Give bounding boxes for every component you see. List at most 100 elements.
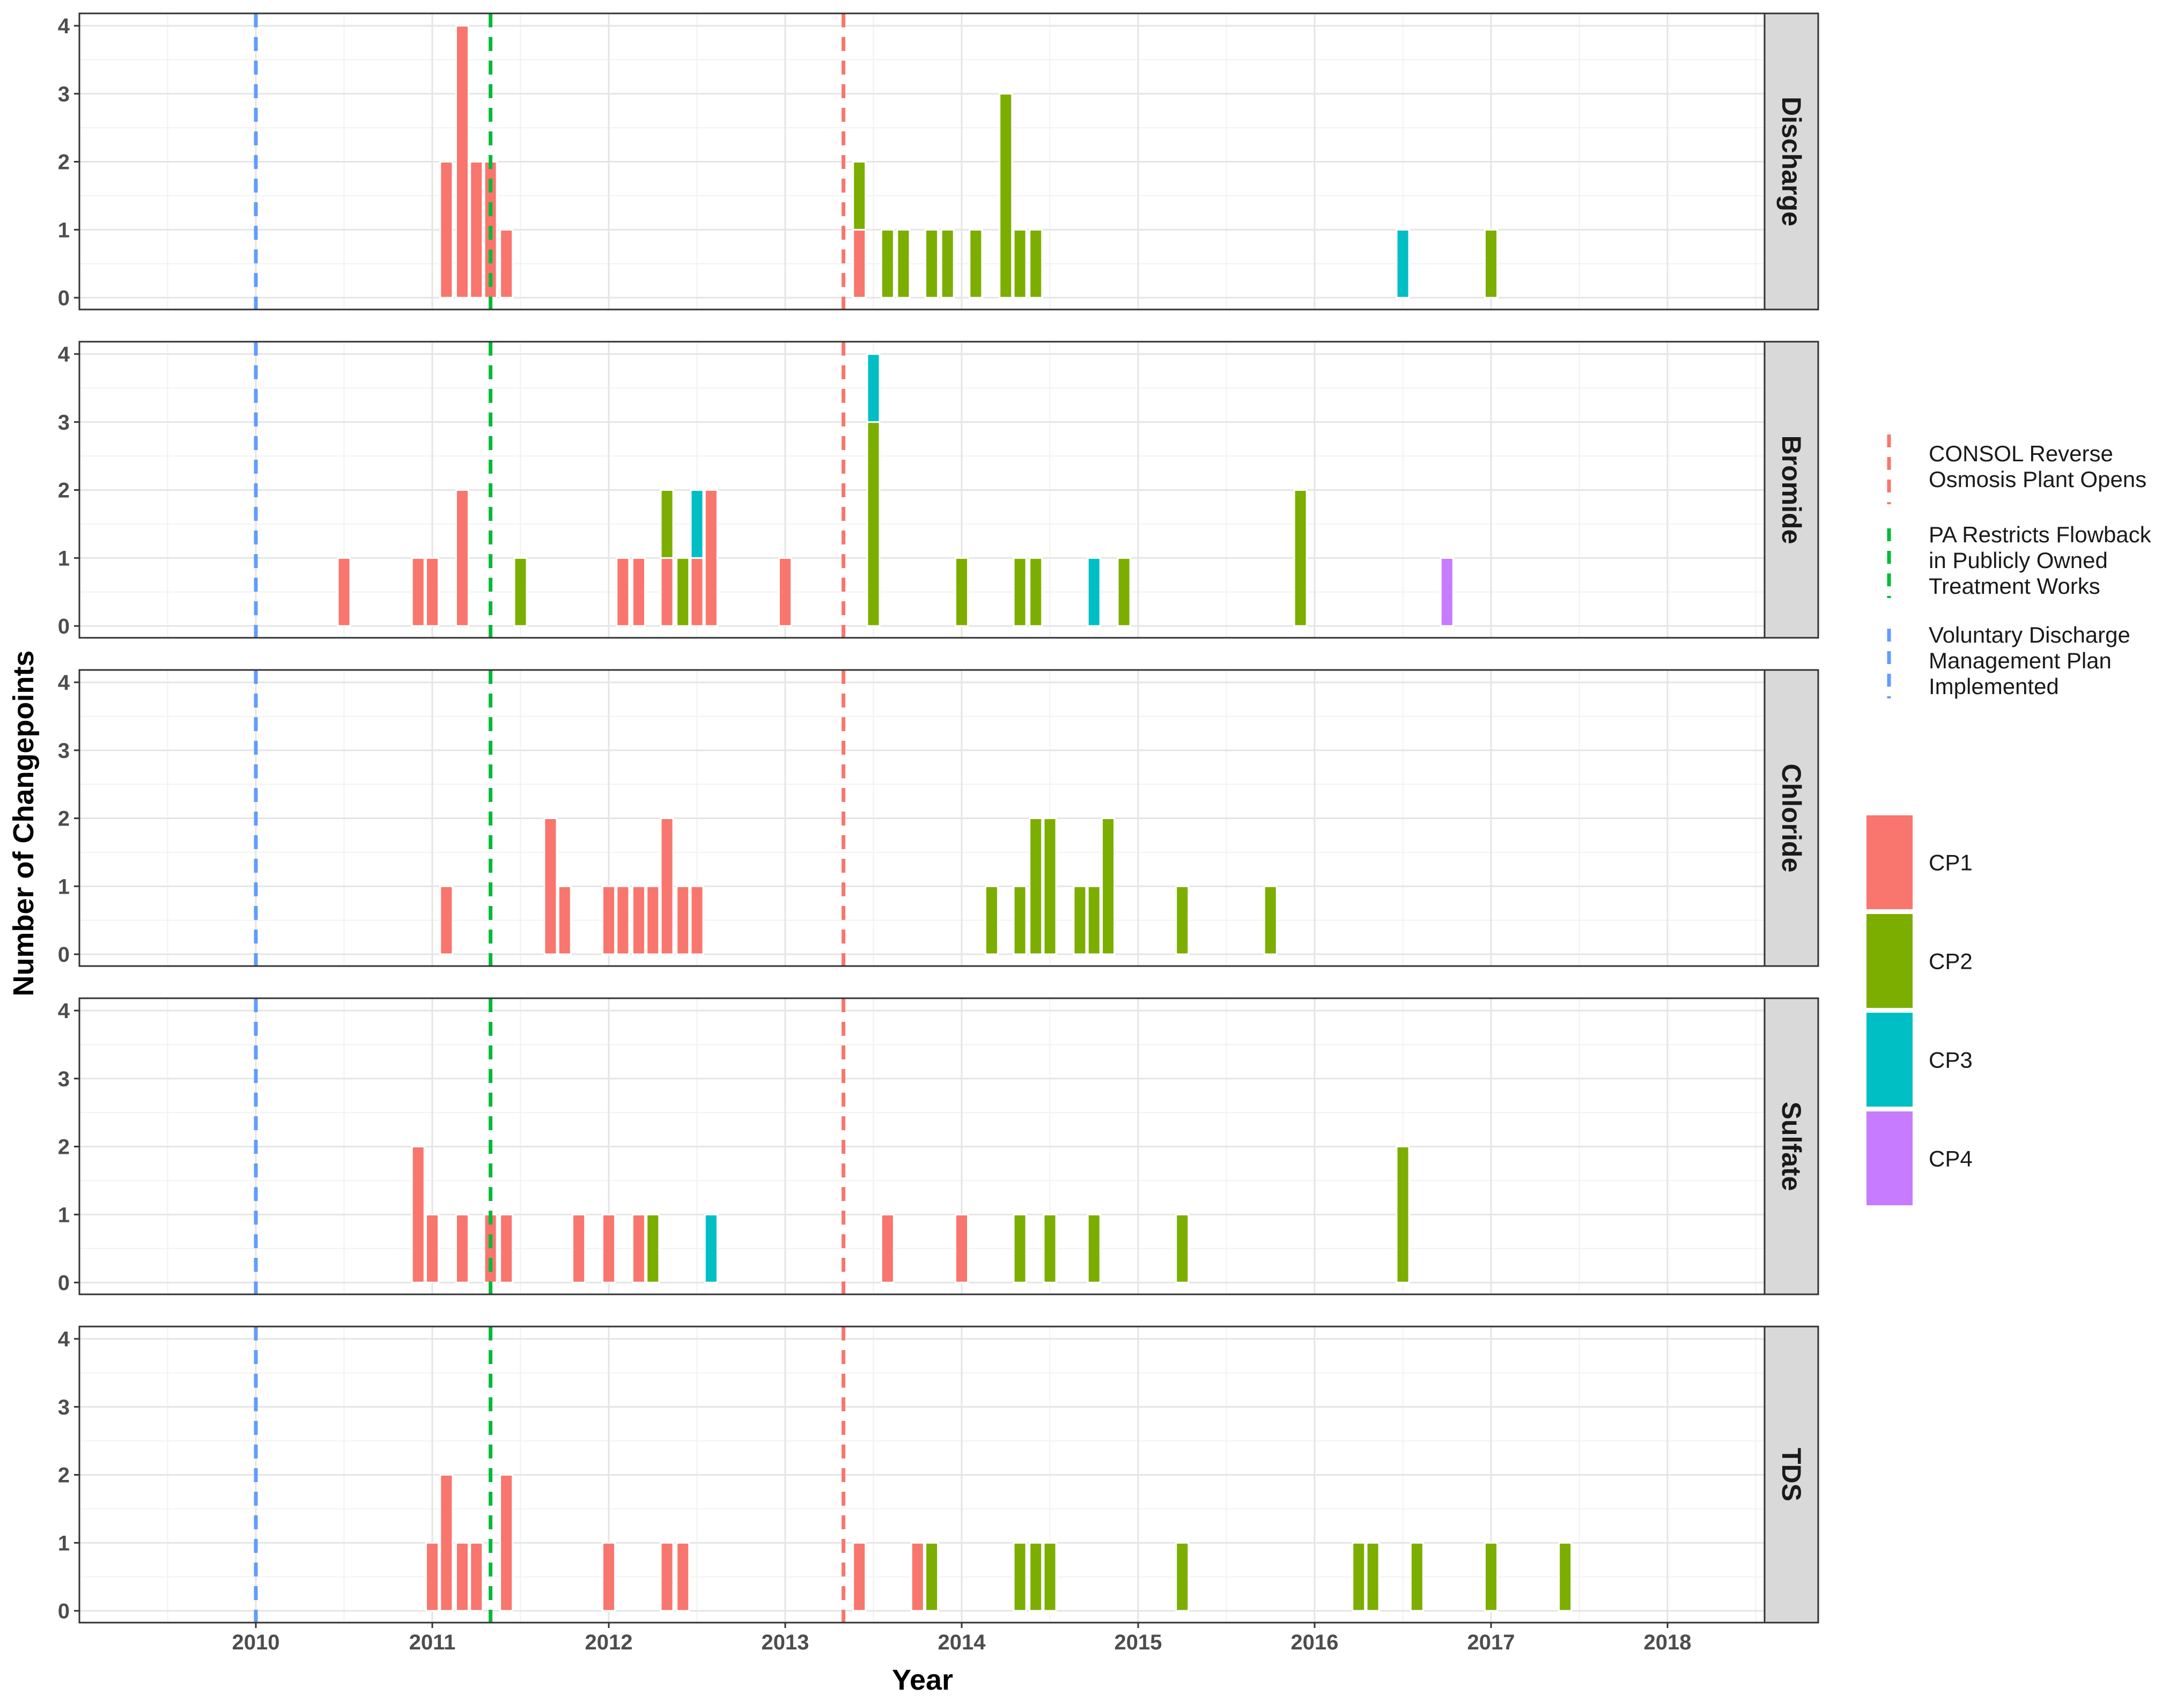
x-axis: 2010 2011 2012 2013 2014 2015 2016 2017 2018: [232, 1623, 1692, 1654]
bar-discharge-cp2: [969, 229, 983, 299]
bar-bromide-cp1: [704, 489, 718, 627]
y-tick-label: 3: [58, 411, 70, 434]
legend-label-cp2: CP2: [1929, 949, 1973, 974]
panel-sulfate: 0 1 2 3 4 Sulfate: [58, 997, 1819, 1295]
bar-sulfate-cp2: [646, 1213, 660, 1284]
y-tick-label: 2: [58, 1136, 70, 1159]
bar-bromide-cp1: [616, 557, 630, 627]
bar-sulfate-cp1: [572, 1213, 586, 1284]
bar-bromide-cp2: [676, 557, 690, 627]
legend-event-label-2: Implemented: [1929, 674, 2059, 699]
bar-sulfate-cp1: [411, 1146, 425, 1284]
bar-bromide-cp3: [690, 489, 704, 559]
bar-tds-cp2: [1175, 1542, 1190, 1612]
facet-strip-label: TDS: [1776, 1448, 1806, 1501]
bar-bromide-cp1: [690, 557, 704, 627]
bar-bromide-cp2: [955, 557, 969, 627]
bar-sulfate-cp1: [631, 1213, 646, 1284]
legend-key-cp2: [1866, 914, 1913, 1008]
x-tick-label: 2016: [1291, 1631, 1339, 1654]
x-axis-title: Year: [892, 1664, 953, 1696]
y-tick-label: 4: [58, 671, 70, 695]
bar-chloride-cp1: [543, 817, 558, 955]
bar-chloride-cp2: [1029, 817, 1043, 955]
y-tick-label: 1: [58, 875, 70, 898]
bar-tds-cp2: [1366, 1542, 1380, 1612]
y-tick-label: 4: [58, 343, 70, 366]
legend-label-cp1: CP1: [1929, 850, 1973, 875]
bar-chloride-cp2: [1073, 885, 1087, 955]
bar-tds-cp1: [469, 1542, 484, 1612]
legend-key-cp1: [1866, 815, 1913, 909]
y-tick-label: 3: [58, 739, 70, 763]
bar-bromide-cp2: [513, 557, 528, 627]
bar-bromide-cp1: [660, 557, 674, 627]
bar-sulfate-cp1: [455, 1213, 469, 1284]
bar-bromide-cp2: [1013, 557, 1027, 627]
bar-bromide-cp2: [660, 489, 674, 559]
bar-chloride-cp2: [984, 885, 999, 955]
bar-sulfate-cp2: [1013, 1213, 1027, 1284]
y-tick-label: 1: [58, 1531, 70, 1555]
y-tick-label: 2: [58, 151, 70, 174]
bar-tds-cp1: [910, 1542, 925, 1612]
y-tick-label: 1: [58, 547, 70, 570]
bar-chloride-cp2: [1263, 885, 1278, 955]
legend-label-cp4: CP4: [1929, 1146, 1973, 1171]
bar-discharge-cp2: [1013, 229, 1027, 299]
y-tick-label: 3: [58, 83, 70, 106]
bar-bromide-cp1: [411, 557, 425, 627]
bar-chloride-cp1: [660, 817, 674, 955]
bar-bromide-cp2: [1029, 557, 1043, 627]
bar-bromide-cp1: [455, 489, 469, 627]
x-tick-label: 2010: [232, 1631, 280, 1654]
bar-bromide-cp2: [1293, 489, 1308, 627]
y-tick-label: 2: [58, 1464, 70, 1487]
bar-tds-cp1: [455, 1542, 469, 1612]
facet-strip-label: Discharge: [1776, 97, 1806, 226]
legend-label-cp3: CP3: [1929, 1048, 1973, 1073]
bar-sulfate-cp2: [1175, 1213, 1190, 1284]
bar-sulfate-cp1: [425, 1213, 440, 1284]
bar-chloride-cp1: [602, 885, 616, 955]
y-tick-label: 4: [58, 14, 70, 38]
bar-tds-cp1: [439, 1474, 454, 1612]
bar-tds-cp1: [660, 1542, 674, 1612]
bar-sulfate-cp1: [880, 1213, 895, 1284]
y-tick-label: 1: [58, 218, 70, 242]
bar-sulfate-cp1: [483, 1213, 498, 1284]
y-tick-label: 0: [58, 615, 70, 638]
bar-tds-cp2: [1352, 1542, 1366, 1612]
bar-tds-cp1: [602, 1542, 616, 1612]
facet-strip-label: Sulfate: [1776, 1102, 1806, 1191]
bar-tds-cp2: [1558, 1542, 1573, 1612]
bar-chloride-cp2: [1087, 885, 1101, 955]
bar-sulfate-cp1: [955, 1213, 969, 1284]
bar-bromide-cp3: [866, 353, 881, 423]
bar-tds-cp1: [425, 1542, 440, 1612]
x-tick-label: 2017: [1467, 1631, 1515, 1654]
bar-discharge-cp2: [925, 229, 939, 299]
legend-event-label-0: Osmosis Plant Opens: [1929, 467, 2146, 492]
panel-discharge: 0 1 2 3 4 Discharge: [58, 12, 1819, 311]
bar-discharge-cp2: [1484, 229, 1499, 299]
y-tick-label: 0: [58, 1600, 70, 1623]
panel-bromide: 0 1 2 3 4 Bromide: [58, 341, 1819, 639]
bar-sulfate-cp3: [704, 1213, 718, 1284]
bar-chloride-cp1: [557, 885, 572, 955]
bar-sulfate-cp2: [1087, 1213, 1101, 1284]
y-tick-label: 0: [58, 943, 70, 967]
bar-chloride-cp2: [1013, 885, 1027, 955]
facet-strip: [1764, 669, 1819, 967]
bar-chloride-cp1: [439, 885, 454, 955]
bar-bromide-cp3: [1087, 557, 1101, 627]
bar-bromide-cp1: [631, 557, 646, 627]
legend-key-cp4: [1866, 1111, 1913, 1205]
y-tick-label: 4: [58, 999, 70, 1023]
x-tick-label: 2013: [762, 1631, 809, 1654]
facet-strip-label: Chloride: [1776, 764, 1806, 873]
y-tick-label: 1: [58, 1203, 70, 1227]
